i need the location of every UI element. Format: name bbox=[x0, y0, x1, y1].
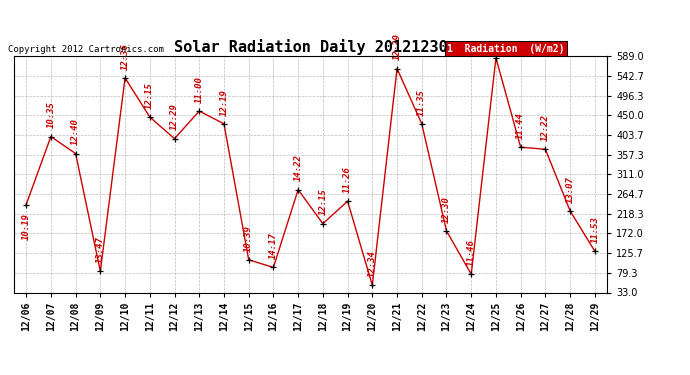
Text: 11:00: 11:00 bbox=[195, 76, 204, 103]
Text: 12:34: 12:34 bbox=[368, 250, 377, 277]
Text: 1: 1 bbox=[491, 44, 500, 50]
Text: 10:19: 10:19 bbox=[21, 213, 30, 240]
Text: Copyright 2012 Cartronics.com: Copyright 2012 Cartronics.com bbox=[8, 45, 164, 54]
Text: 11:46: 11:46 bbox=[466, 239, 475, 266]
Text: 10:35: 10:35 bbox=[46, 101, 55, 128]
Text: 12:40: 12:40 bbox=[71, 118, 80, 145]
Text: 12:15: 12:15 bbox=[318, 189, 327, 215]
Text: 11:35: 11:35 bbox=[417, 88, 426, 116]
Text: 1  Radiation  (W/m2): 1 Radiation (W/m2) bbox=[447, 44, 564, 54]
Text: 12:30: 12:30 bbox=[442, 196, 451, 223]
Text: 12:15: 12:15 bbox=[146, 82, 155, 109]
Text: 12:19: 12:19 bbox=[219, 88, 228, 116]
Text: 13:07: 13:07 bbox=[566, 176, 575, 203]
Text: 14:17: 14:17 bbox=[269, 232, 278, 259]
Text: 14:22: 14:22 bbox=[294, 154, 303, 182]
Text: 11:53: 11:53 bbox=[591, 216, 600, 243]
Text: 12:36: 12:36 bbox=[121, 43, 130, 70]
Text: 11:44: 11:44 bbox=[516, 112, 525, 139]
Text: 12:22: 12:22 bbox=[541, 114, 550, 141]
Text: 11:26: 11:26 bbox=[343, 166, 352, 193]
Text: 10:39: 10:39 bbox=[244, 225, 253, 252]
Text: 12:29: 12:29 bbox=[170, 104, 179, 130]
Text: 12:29: 12:29 bbox=[393, 33, 402, 60]
Text: 13:47: 13:47 bbox=[96, 236, 105, 263]
Title: Solar Radiation Daily 20121230: Solar Radiation Daily 20121230 bbox=[174, 39, 447, 55]
